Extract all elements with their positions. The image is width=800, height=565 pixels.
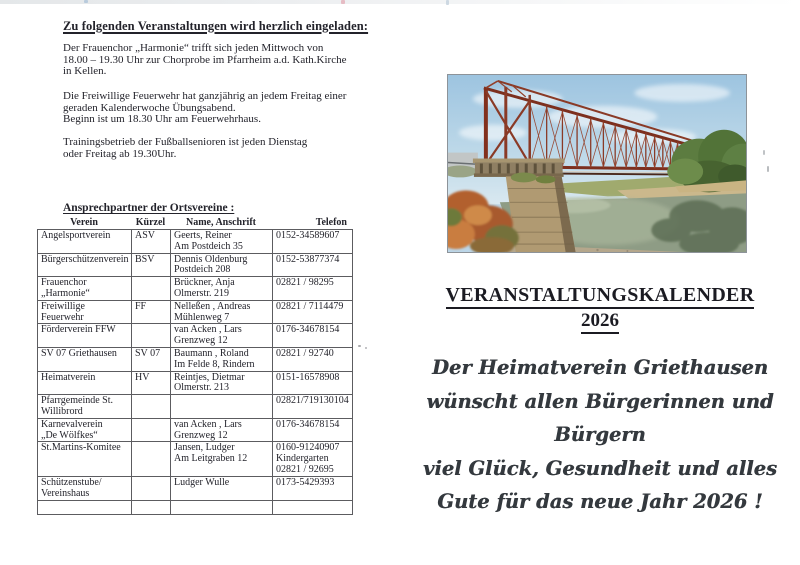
cell-kuerzel [131,441,171,477]
contacts-table-header: Verein Kürzel Name, Anschrift Telefon [37,217,352,228]
cell-name: van Acken , Lars Grenzweg 12 [170,417,273,443]
column-header-telefon: Telefon [315,217,347,228]
scan-speck [358,345,361,347]
cell-verein: St.Martins-Komitee [37,441,132,477]
cell-telefon [272,499,353,515]
cell-telefon: 0176-34678154 [272,323,353,348]
cell-telefon: 02821/719130104 [272,394,353,419]
cell-kuerzel [131,499,171,515]
scan-speck [365,347,367,349]
calendar-title: VERANSTALTUNGSKALENDER [430,284,770,309]
bridge-photo [447,74,747,253]
cell-kuerzel [131,394,171,419]
table-row: Freiwillige Feuerwehr FF Nelleßen , Andr… [37,299,353,325]
table-row: Frauenchor „Harmonie“ Brückner, Anja Olm… [37,276,353,301]
greeting-line: Der Heimatverein Griethausen [432,356,768,379]
table-row: Bürgerschützenverein BSV Dennis Oldenbur… [37,252,353,278]
cell-verein: Angelsportverein [37,229,132,254]
cell-name: Jansen, Ludger Am Leitgraben 12 [170,441,273,477]
calendar-year-text: 2026 [581,310,619,334]
cell-telefon: 0152-34589607 [272,229,353,254]
cell-verein: Frauenchor „Harmonie“ [37,276,132,301]
table-row: Schützenstube/ Vereinshaus Ludger Wulle … [37,475,353,501]
cell-kuerzel: ASV [131,229,171,254]
cell-kuerzel: FF [131,299,171,325]
table-row: Karnevalverein „De Wölfkes“ van Acken , … [37,417,353,443]
cell-name: Brückner, Anja Olmerstr. 219 [170,276,273,301]
cell-name: Baumann , Roland Im Felde 8, Rindern [170,346,273,372]
cell-kuerzel [131,276,171,301]
cell-telefon: 0151-16578908 [272,370,353,396]
shrub-foreground [448,190,519,252]
stone-pier [472,158,576,252]
column-header-kuerzel: Kürzel [135,217,166,228]
cell-name [170,499,273,515]
cell-kuerzel [131,475,171,501]
table-row: Heimatverein HV Reintjes, Dietmar Olmers… [37,370,353,396]
cell-verein: SV 07 Griethausen [37,346,132,372]
scan-speck [446,0,449,5]
scan-speck [763,150,765,155]
cell-verein [37,499,132,515]
column-header-verein: Verein [70,217,98,228]
scan-edge-artifact [0,0,800,4]
cell-telefon: 0160-91240907 Kindergarten 02821 / 92695 [272,441,353,477]
invitation-heading: Zu folgenden Veranstaltungen wird herzli… [63,19,369,33]
greeting-text: Der Heimatverein Griethausen wünscht all… [415,351,785,519]
cell-name [170,394,273,419]
cell-verein: Karnevalverein „De Wölfkes“ [37,417,132,443]
cell-telefon: 02821 / 7114479 [272,299,353,325]
cell-telefon: 02821 / 98295 [272,276,353,301]
cell-verein: Freiwillige Feuerwehr [37,299,132,325]
trees-right [667,129,746,193]
cell-verein: Förderverein FFW [37,323,132,348]
cell-name: Dennis Oldenburg Postdeich 208 [170,252,273,278]
greeting-line: wünscht allen Bürgerinnen und Bürgern [426,389,774,447]
greeting-line: viel Glück, Gesundheit und alles [423,456,777,480]
paragraph-fussball: Trainingsbetrieb der Fußballsenioren ist… [63,136,308,160]
greeting-line: Gute für das neue Jahr 2026 ! [437,490,763,513]
table-row: Angelsportverein ASV Geerts, Reiner Am P… [37,229,353,254]
cell-verein: Heimatverein [37,370,132,396]
table-row: Pfarrgemeinde St. Willibrord 02821/71913… [37,394,353,419]
cell-kuerzel: BSV [131,252,171,278]
cell-kuerzel [131,323,171,348]
cell-verein: Schützenstube/ Vereinshaus [37,475,132,501]
contacts-heading: Ansprechpartner der Ortsvereine : [63,202,235,214]
column-header-name-anschrift: Name, Anschrift [186,217,256,228]
cell-verein: Bürgerschützenverein [37,252,132,278]
cell-telefon: 0176-34678154 [272,417,353,443]
scan-speck [767,166,769,172]
table-row [37,499,353,515]
cell-kuerzel [131,417,171,443]
table-row: SV 07 Griethausen SV 07 Baumann , Roland… [37,346,353,372]
calendar-year: 2026 [430,310,770,334]
table-row: Förderverein FFW van Acken , Lars Grenzw… [37,323,353,348]
cell-name: Reintjes, Dietmar Olmerstr. 213 [170,370,273,396]
cell-name: Nelleßen , Andreas Mühlenweg 7 [170,299,273,325]
cell-name: Ludger Wulle [170,475,273,501]
cell-kuerzel: HV [131,370,171,396]
cell-name: van Acken , Lars Grenzweg 12 [170,323,273,348]
cell-kuerzel: SV 07 [131,346,171,372]
cell-telefon: 02821 / 92740 [272,346,353,372]
contacts-table: Angelsportverein ASV Geerts, Reiner Am P… [37,229,353,515]
cell-telefon: 0152-53877374 [272,252,353,278]
scan-speck [341,0,345,4]
cell-name: Geerts, Reiner Am Postdeich 35 [170,229,273,254]
cell-telefon: 0173-5429393 [272,475,353,501]
paragraph-feuerwehr: Die Freiwillige Feuerwehr hat ganzjährig… [63,90,347,126]
paragraph-frauenchor: Der Frauenchor „Harmonie“ trifft sich je… [63,42,347,78]
cell-verein: Pfarrgemeinde St. Willibrord [37,394,132,419]
calendar-title-text: VERANSTALTUNGSKALENDER [445,284,755,309]
scan-speck [84,0,88,3]
table-row: St.Martins-Komitee Jansen, Ludger Am Lei… [37,441,353,477]
